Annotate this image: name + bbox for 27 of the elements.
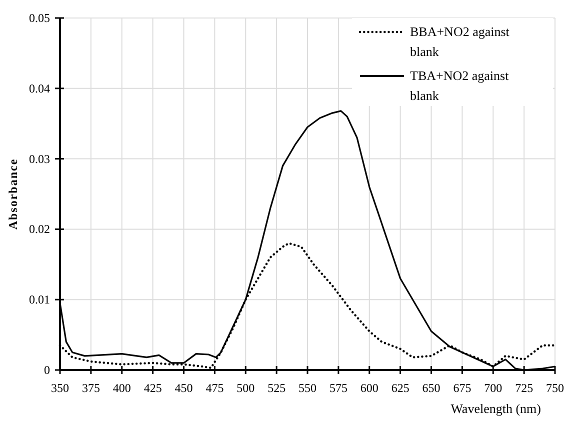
x-tick-label: 750 — [546, 381, 564, 395]
x-tick-label: 650 — [422, 381, 440, 395]
x-tick-label: 475 — [206, 381, 224, 395]
legend-label: TBA+NO2 against blank — [410, 68, 510, 103]
y-tick-label: 0 — [44, 363, 50, 377]
x-tick-label: 500 — [236, 381, 255, 395]
x-tick-label: 525 — [268, 381, 286, 395]
x-axis-title: Wavelength (nm) — [450, 401, 541, 416]
x-tick-label: 675 — [453, 381, 472, 395]
y-tick-label: 0.02 — [29, 222, 50, 236]
x-tick-label: 575 — [329, 381, 348, 395]
x-tick-label: 550 — [298, 381, 316, 395]
x-tick-label: 725 — [515, 381, 534, 395]
legend-label: BBA+NO2 against blank — [410, 24, 510, 59]
x-tick-label: 625 — [391, 381, 410, 395]
y-axis-title: Absorbance — [6, 158, 20, 230]
x-tick-label: 425 — [144, 381, 162, 395]
x-tick-label: 600 — [360, 381, 378, 395]
y-tick-label: 0.05 — [29, 11, 50, 25]
x-tick-label: 700 — [484, 381, 502, 395]
y-tick-label: 0.03 — [29, 152, 50, 166]
y-tick-label: 0.04 — [29, 81, 50, 96]
x-tick-label: 450 — [174, 381, 193, 395]
y-tick-label: 0.01 — [29, 292, 50, 307]
x-tick-label: 375 — [82, 381, 100, 395]
x-tick-label: 350 — [51, 381, 69, 395]
x-tick-label: 400 — [112, 381, 131, 395]
